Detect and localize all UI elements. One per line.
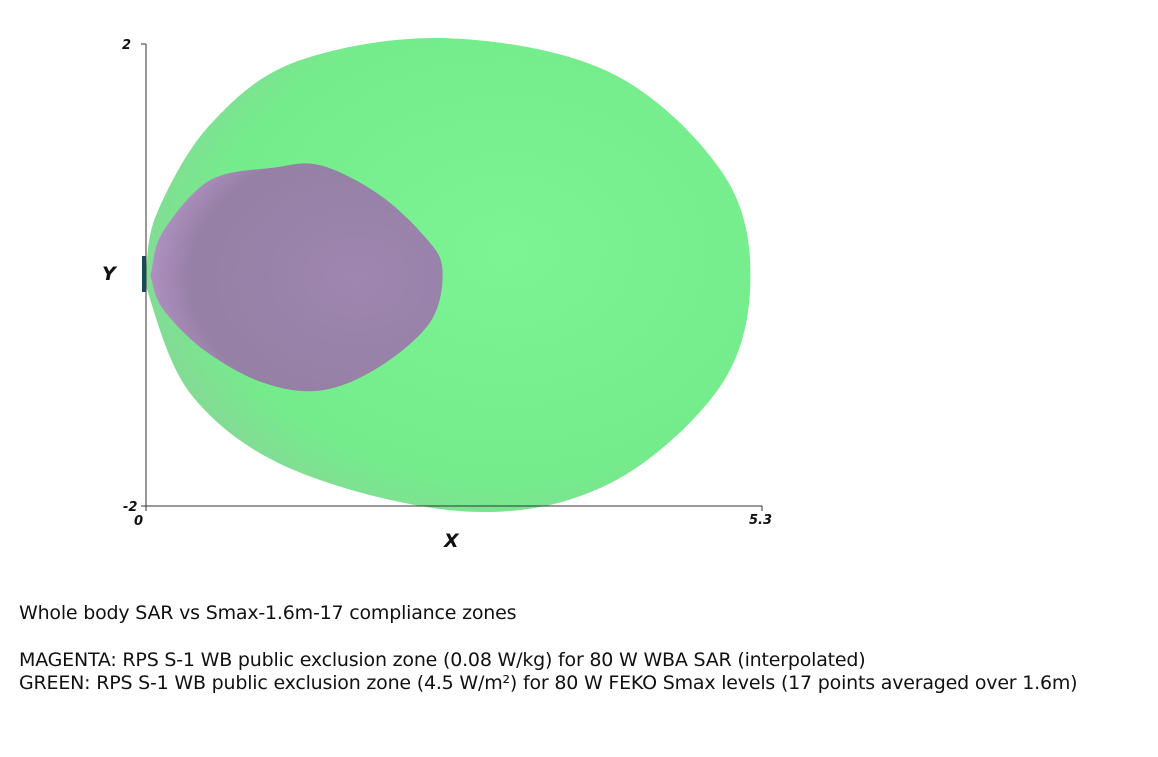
axes: [141, 43, 763, 511]
x-axis-title: X: [443, 530, 460, 552]
green-exclusion-zone: [142, 37, 751, 513]
y-tick-label-top: 2: [122, 38, 131, 53]
compliance-zone-plot: 2 -2 0 5.3 Y X: [102, 37, 772, 552]
y-tick-label-bottom: -2: [123, 500, 137, 515]
caption-green-legend: GREEN: RPS S-1 WB public exclusion zone …: [19, 672, 1078, 694]
magenta-exclusion-zone: [150, 163, 443, 392]
y-axis-title: Y: [102, 263, 118, 285]
caption-title: Whole body SAR vs Smax-1.6m-17 complianc…: [19, 602, 517, 624]
x-tick-label-right: 5.3: [749, 513, 772, 528]
caption-magenta-legend: MAGENTA: RPS S-1 WB public exclusion zon…: [19, 649, 866, 671]
x-tick-label-left: 0: [134, 514, 143, 529]
antenna-marker: [142, 256, 146, 292]
